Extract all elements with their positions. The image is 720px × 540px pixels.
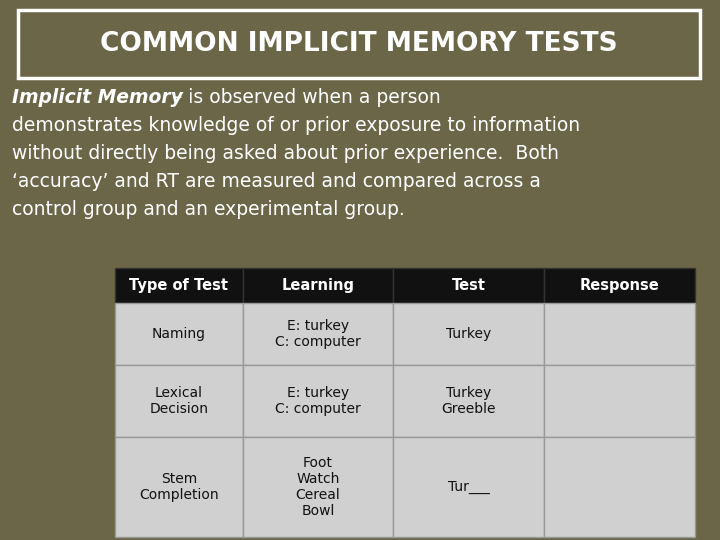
FancyBboxPatch shape <box>393 268 544 303</box>
Text: Naming: Naming <box>152 327 206 341</box>
FancyBboxPatch shape <box>393 437 544 537</box>
Text: Lexical
Decision: Lexical Decision <box>149 386 208 416</box>
Text: E: turkey
C: computer: E: turkey C: computer <box>275 319 361 349</box>
Text: Turkey: Turkey <box>446 327 492 341</box>
FancyBboxPatch shape <box>544 303 695 365</box>
FancyBboxPatch shape <box>115 268 243 303</box>
FancyBboxPatch shape <box>544 268 695 303</box>
FancyBboxPatch shape <box>393 303 544 365</box>
FancyBboxPatch shape <box>115 437 243 537</box>
Text: Stem
Completion: Stem Completion <box>139 472 219 502</box>
Text: control group and an experimental group.: control group and an experimental group. <box>12 200 405 219</box>
Text: Response: Response <box>580 278 660 293</box>
Text: Learning: Learning <box>282 278 354 293</box>
FancyBboxPatch shape <box>243 437 393 537</box>
Text: ‘accuracy’ and RT are measured and compared across a: ‘accuracy’ and RT are measured and compa… <box>12 172 541 191</box>
Text: COMMON IMPLICIT MEMORY TESTS: COMMON IMPLICIT MEMORY TESTS <box>100 31 618 57</box>
Text: Test: Test <box>452 278 486 293</box>
FancyBboxPatch shape <box>115 303 243 365</box>
FancyBboxPatch shape <box>243 268 393 303</box>
Text: Turkey
Greeble: Turkey Greeble <box>441 386 496 416</box>
FancyBboxPatch shape <box>243 303 393 365</box>
FancyBboxPatch shape <box>115 365 243 437</box>
Text: E: turkey
C: computer: E: turkey C: computer <box>275 386 361 416</box>
Text: – is observed when a person: – is observed when a person <box>167 88 441 107</box>
FancyBboxPatch shape <box>544 437 695 537</box>
Text: demonstrates knowledge of or prior exposure to information: demonstrates knowledge of or prior expos… <box>12 116 580 135</box>
Text: Foot
Watch
Cereal
Bowl: Foot Watch Cereal Bowl <box>296 456 341 518</box>
Text: without directly being asked about prior experience.  Both: without directly being asked about prior… <box>12 144 559 163</box>
FancyBboxPatch shape <box>18 10 700 78</box>
FancyBboxPatch shape <box>393 365 544 437</box>
Text: Implicit Memory: Implicit Memory <box>12 88 183 107</box>
FancyBboxPatch shape <box>243 365 393 437</box>
Text: Type of Test: Type of Test <box>130 278 228 293</box>
FancyBboxPatch shape <box>544 365 695 437</box>
Text: Tur___: Tur___ <box>448 480 490 494</box>
